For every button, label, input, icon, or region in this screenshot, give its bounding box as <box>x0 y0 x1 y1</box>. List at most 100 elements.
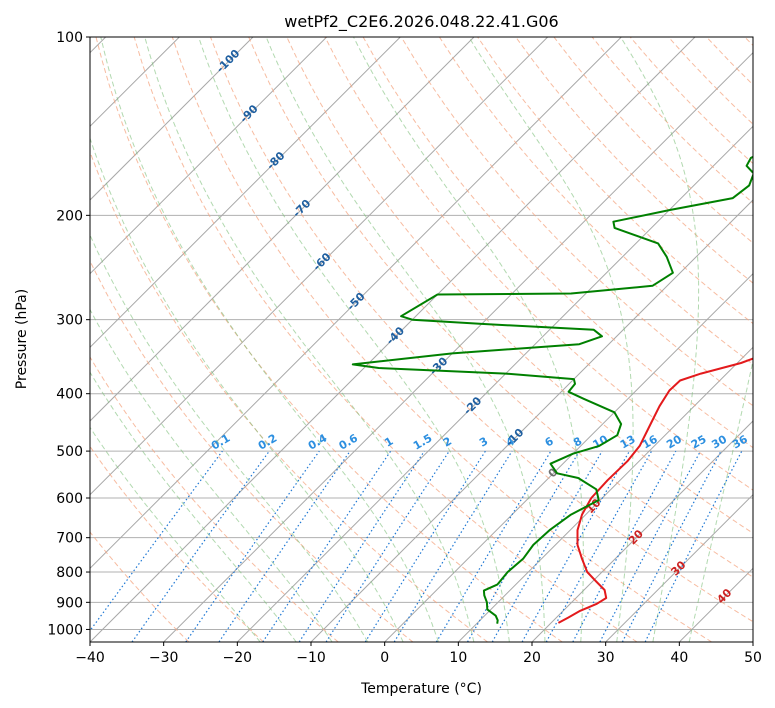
dry-adiabat-line <box>90 356 339 642</box>
y-tick-label: 900 <box>56 595 83 611</box>
mixing-ratio-label: 1 <box>382 435 395 450</box>
mixing-ratio-label: 0.4 <box>306 431 330 452</box>
y-tick-label: 400 <box>56 387 83 403</box>
x-tick-label: 0 <box>380 650 389 666</box>
y-tick-label: 800 <box>56 565 83 581</box>
x-axis: −40 −30 −20 −10 0 10 20 30 40 50 <box>75 642 762 666</box>
dry-adiabat-line <box>90 259 414 642</box>
mixing-ratio-label: 1.5 <box>411 432 434 453</box>
chart-title: wetPf2_C2E6.2026.048.22.41.G06 <box>284 12 558 32</box>
mixing-ratio-label: 6 <box>543 434 556 449</box>
temperature-profile-line <box>557 357 753 624</box>
mixing-ratio-label: 16 <box>640 432 660 451</box>
mixing-ratio-label: 36 <box>730 432 750 451</box>
mixing-ratio-line <box>325 450 450 642</box>
mixing-ratio-line <box>393 450 513 642</box>
dry-adiabat-line <box>362 37 753 449</box>
mixing-ratio-line <box>262 450 392 642</box>
mixing-ratio-line <box>599 450 702 642</box>
isotherm-line <box>90 37 696 642</box>
x-tick-label: 10 <box>449 650 467 666</box>
mixing-ratio-label: 20 <box>664 432 684 451</box>
x-tick-label: 50 <box>744 650 762 666</box>
isotherm-line <box>90 37 475 422</box>
mixing-ratio-line <box>185 450 320 642</box>
dry-adiabat-line <box>90 445 264 642</box>
moist-adiabat-line <box>468 37 634 642</box>
isotherm-line <box>678 567 753 642</box>
mixing-ratio-line <box>621 450 722 642</box>
x-tick-label: 20 <box>523 650 541 666</box>
moist-adiabat-line <box>265 37 546 642</box>
x-tick-label: −10 <box>296 650 326 666</box>
dewpoint-profile-line <box>351 155 753 624</box>
mixing-ratio-line <box>644 450 743 642</box>
dry-adiabat-line <box>90 150 488 642</box>
x-axis-label: Temperature (°C) <box>360 681 482 697</box>
mixing-ratio-line <box>218 450 351 642</box>
dry-adiabat-line <box>90 531 190 642</box>
isotherm-line <box>236 125 753 642</box>
isotherm-line <box>605 493 753 642</box>
plot-frame <box>89 36 754 643</box>
dry-adiabat-line <box>324 37 753 491</box>
isotherm-line <box>163 51 753 642</box>
moist-adiabat-line <box>90 308 333 642</box>
x-tick-label: −40 <box>75 650 105 666</box>
y-tick-label: 700 <box>56 531 83 547</box>
dry-adiabat-line <box>553 37 753 244</box>
mixing-ratio-line <box>521 450 631 642</box>
isotherm-line <box>90 37 549 496</box>
isotherm-line <box>90 37 401 349</box>
mixing-ratio-label: 25 <box>689 433 709 452</box>
moist-adiabat-line <box>198 37 510 642</box>
y-tick-label: 100 <box>56 30 83 46</box>
x-tick-label: −20 <box>223 650 253 666</box>
dry-adiabat-line <box>438 37 753 366</box>
moist-adiabat-line <box>144 37 475 642</box>
x-tick-label: 30 <box>597 650 615 666</box>
dry-adiabat-line <box>171 37 712 642</box>
dry-adiabat-line <box>400 37 753 407</box>
mixing-ratio-line <box>572 450 677 642</box>
mixing-ratio-line <box>298 450 425 642</box>
y-axis-label: Pressure (hPa) <box>14 289 30 389</box>
moist-adiabat-line <box>90 426 261 642</box>
dry-adiabat-line <box>210 37 753 623</box>
y-axis: 100 200 300 400 500 600 700 800 900 1000 <box>47 30 90 638</box>
mixing-ratio-label: 3 <box>477 435 490 450</box>
moist-adiabat-line <box>620 37 700 642</box>
moist-adiabat-line <box>90 136 404 642</box>
dry-adiabat-line <box>591 37 753 204</box>
y-tick-label: 500 <box>56 444 83 460</box>
x-tick-label: −30 <box>149 650 179 666</box>
isotherm-line <box>531 420 753 642</box>
dry-adiabat-line <box>668 37 753 125</box>
y-tick-label: 1000 <box>47 622 83 638</box>
mixing-ratio-line <box>545 450 653 642</box>
isotherm-line <box>752 641 753 642</box>
mixing-ratio-label: 13 <box>618 433 638 452</box>
moist-adiabat-line <box>353 37 584 642</box>
mixing-ratio-label: 30 <box>709 432 729 451</box>
dry-adiabat-line <box>248 37 753 578</box>
plot-area: 0.1 0.2 0.4 0.6 1 1.5 2 3 4 6 8 10 13 16 20 25 30 36-100-… <box>90 37 753 642</box>
moist-adiabat-line <box>100 37 439 642</box>
dry-adiabat-line <box>133 37 638 642</box>
moist-adiabat-line <box>688 358 753 642</box>
isotherm-line <box>90 37 254 201</box>
x-tick-label: 40 <box>670 650 688 666</box>
moist-adiabat-line <box>90 233 369 642</box>
mixing-ratio-line <box>131 450 270 642</box>
dry-adiabat-line <box>706 37 753 86</box>
dry-adiabat-line <box>515 37 753 284</box>
isotherm-line <box>457 346 753 642</box>
dry-adiabat-line <box>95 37 563 642</box>
mixing-ratio-line <box>90 450 223 632</box>
dry-adiabat-line <box>744 37 753 47</box>
isotherm-line <box>90 37 622 570</box>
isotherm-line <box>384 272 753 642</box>
isotherm-line <box>90 37 328 275</box>
y-tick-label: 300 <box>56 313 83 329</box>
